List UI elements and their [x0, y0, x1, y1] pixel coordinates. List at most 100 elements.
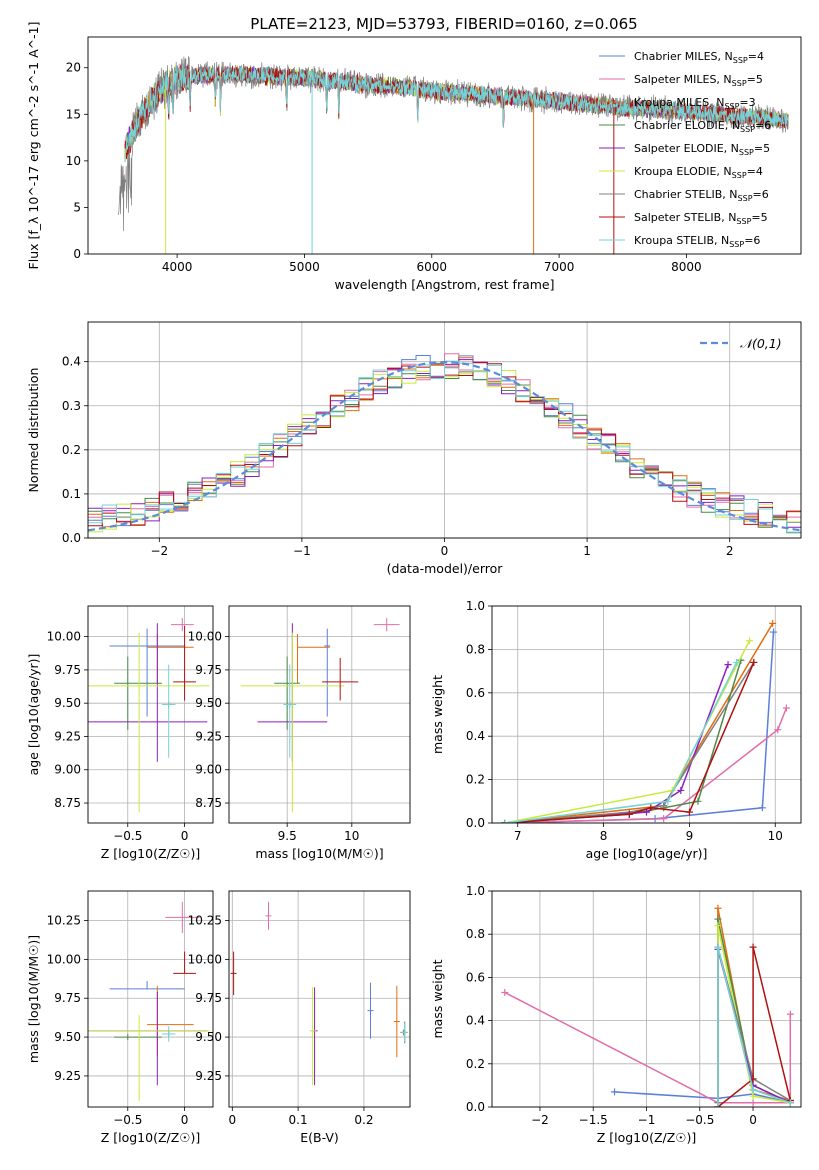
weight_vs_age-panel: 7 8 9 10 0.0 0.2 0.4 0.6 0.8 1.0 age [log10(age/yr… [430, 599, 802, 861]
weight-marker-blue [770, 628, 778, 636]
legend: Chabrier MILES, NSSP=4 Salpeter MILES, NS… [599, 50, 771, 249]
weight-line-blue [614, 1091, 791, 1104]
y-tick-label: 0.4 [62, 355, 81, 369]
y-tick-label: 10.25 [47, 914, 81, 928]
weight-marker-green [714, 915, 722, 923]
x-tick-label: 7000 [544, 260, 575, 274]
weight-marker-blue [611, 1088, 619, 1096]
x-axis-label: Z [log10(Z/Z☉)] [101, 1130, 201, 1145]
y-tick-label: 9.25 [54, 1069, 81, 1083]
x-axis-label: mass [log10(M/M☉)] [255, 846, 383, 861]
weight-marker-red [647, 804, 655, 812]
x-tick-label: 0 [181, 1113, 189, 1127]
legend-label: Chabrier STELIB, NSSP=6 [634, 188, 769, 203]
weight-marker-cyan [733, 658, 741, 666]
y-tick-label: 9.00 [54, 763, 81, 777]
y-tick-label: 0.6 [466, 686, 485, 700]
weight_vs_Z-panel: −2 −1.5 −1 −0.5 0 0.0 0.2 0.4 0.6 0.8 1.0 Z [log10(… [430, 884, 802, 1145]
y-tick-label: 9.25 [195, 729, 222, 743]
weight-line-orange [504, 623, 774, 823]
errorbars [88, 617, 210, 813]
y-tick-label: 8.75 [54, 796, 81, 810]
y-tick-label: 0.4 [466, 729, 485, 743]
errorbars [240, 617, 400, 813]
y-tick-label: 0.2 [466, 1057, 485, 1071]
weight-line-cyan [717, 947, 791, 1107]
weight-line-blue [504, 631, 775, 823]
mass_vs_ebv-panel: 0 0.1 0.2 9.25 9.50 9.75 10.00 10.25 E(B-V) [188, 890, 411, 1145]
weight-marker-red [685, 808, 693, 816]
y-tick-label: 0.6 [466, 970, 485, 984]
x-tick-label: 9.5 [278, 829, 297, 843]
weight-marker-pink [782, 704, 790, 712]
errorbars [88, 901, 210, 1101]
axes-frame [87, 605, 214, 824]
x-axis-label: Z [log10(Z/Z☉)] [597, 1130, 697, 1145]
weight-marker-purple [724, 661, 732, 669]
x-tick-label: 1 [583, 544, 591, 558]
weight-marker-green [694, 797, 702, 805]
age_vs_Z-panel: −0.5 0 8.75 9.00 9.25 9.50 9.75 10.00 Z [log10(Z… [26, 605, 214, 861]
y-tick-label: 9.50 [195, 1030, 222, 1044]
x-tick-label: −2 [150, 544, 168, 558]
normal-legend-label: 𝒩(0,1) [740, 336, 782, 351]
legend-label: Chabrier ELODIE, NSSP=6 [634, 119, 771, 134]
x-tick-label: 10 [344, 829, 359, 843]
y-tick-label: 10.25 [188, 914, 222, 928]
weight-marker-cyan [664, 797, 672, 805]
x-axis-label: E(B-V) [300, 1130, 339, 1145]
y-tick-label: 1.0 [466, 884, 485, 898]
y-tick-label: 9.75 [54, 663, 81, 677]
axes-frame [491, 890, 802, 1108]
figure-title: PLATE=2123, MJD=53793, FIBERID=0160, z=0… [250, 15, 637, 33]
weight-marker-cyan [714, 1103, 722, 1107]
x-tick-label: 0 [228, 1113, 236, 1127]
y-axis-label: mass weight [430, 959, 445, 1038]
weight-marker-orange [714, 904, 722, 912]
legend-label: Kroupa MILES, NSSP=3 [634, 96, 756, 111]
axes-frame [87, 36, 802, 255]
axes-frame [491, 605, 802, 824]
residuals-panel: −2 −1 0 1 2 0.0 0.1 0.2 0.3 0.4 (data-model)/error… [26, 321, 802, 576]
histogram-cyan [88, 360, 801, 533]
x-tick-label: 0 [749, 1113, 757, 1127]
legend-label: Salpeter MILES, NSSP=5 [634, 73, 763, 88]
legend-label: Salpeter ELODIE, NSSP=5 [634, 142, 770, 157]
y-tick-label: 0.8 [466, 927, 485, 941]
y-axis-label: mass weight [430, 675, 445, 754]
y-tick-label: 0.0 [466, 1100, 485, 1114]
weight-line-red [717, 947, 792, 1107]
y-axis-label: age [log10(age/yr)] [26, 654, 41, 776]
age_vs_mass-panel: 9.5 10 8.75 9.00 9.25 9.50 9.75 10.00 mass [log1… [188, 605, 411, 861]
weight-marker-purple [677, 786, 685, 794]
weight-marker-cyan [501, 819, 509, 823]
axes-frame [87, 321, 802, 539]
weight-marker-cyan [786, 1099, 794, 1107]
x-tick-label: 9 [686, 829, 694, 843]
y-tick-label: 10.00 [47, 952, 81, 966]
y-tick-label: 20 [66, 61, 81, 75]
weight-marker-red [749, 943, 757, 951]
spectrum-lines [118, 56, 789, 254]
weight-marker-pink [774, 726, 782, 734]
x-tick-label: −0.5 [113, 1113, 142, 1127]
y-tick-label: 1.0 [466, 599, 485, 613]
x-tick-label: 8000 [671, 260, 702, 274]
weight-marker-cyan [714, 943, 722, 951]
axes-frame [228, 605, 411, 824]
weight-line-green [504, 660, 742, 823]
y-tick-label: 9.50 [54, 696, 81, 710]
x-tick-label: 2 [726, 544, 734, 558]
weight-marker-red [750, 658, 758, 666]
y-axis-label: Flux [f_λ 10^-17 erg cm^-2 s^-1 A^-1] [26, 22, 41, 270]
y-tick-label: 9.75 [195, 663, 222, 677]
x-tick-label: −2 [531, 1113, 549, 1127]
weight-marker-gray [660, 802, 668, 810]
legend-label: Chabrier MILES, NSSP=4 [634, 50, 764, 65]
weight-marker-red [625, 810, 633, 818]
x-tick-label: 8 [600, 829, 608, 843]
legend-label: Kroupa STELIB, NSSP=6 [634, 234, 760, 249]
y-axis-label: Normed distribution [26, 368, 41, 493]
x-axis-label: Z [log10(Z/Z☉)] [101, 846, 201, 861]
